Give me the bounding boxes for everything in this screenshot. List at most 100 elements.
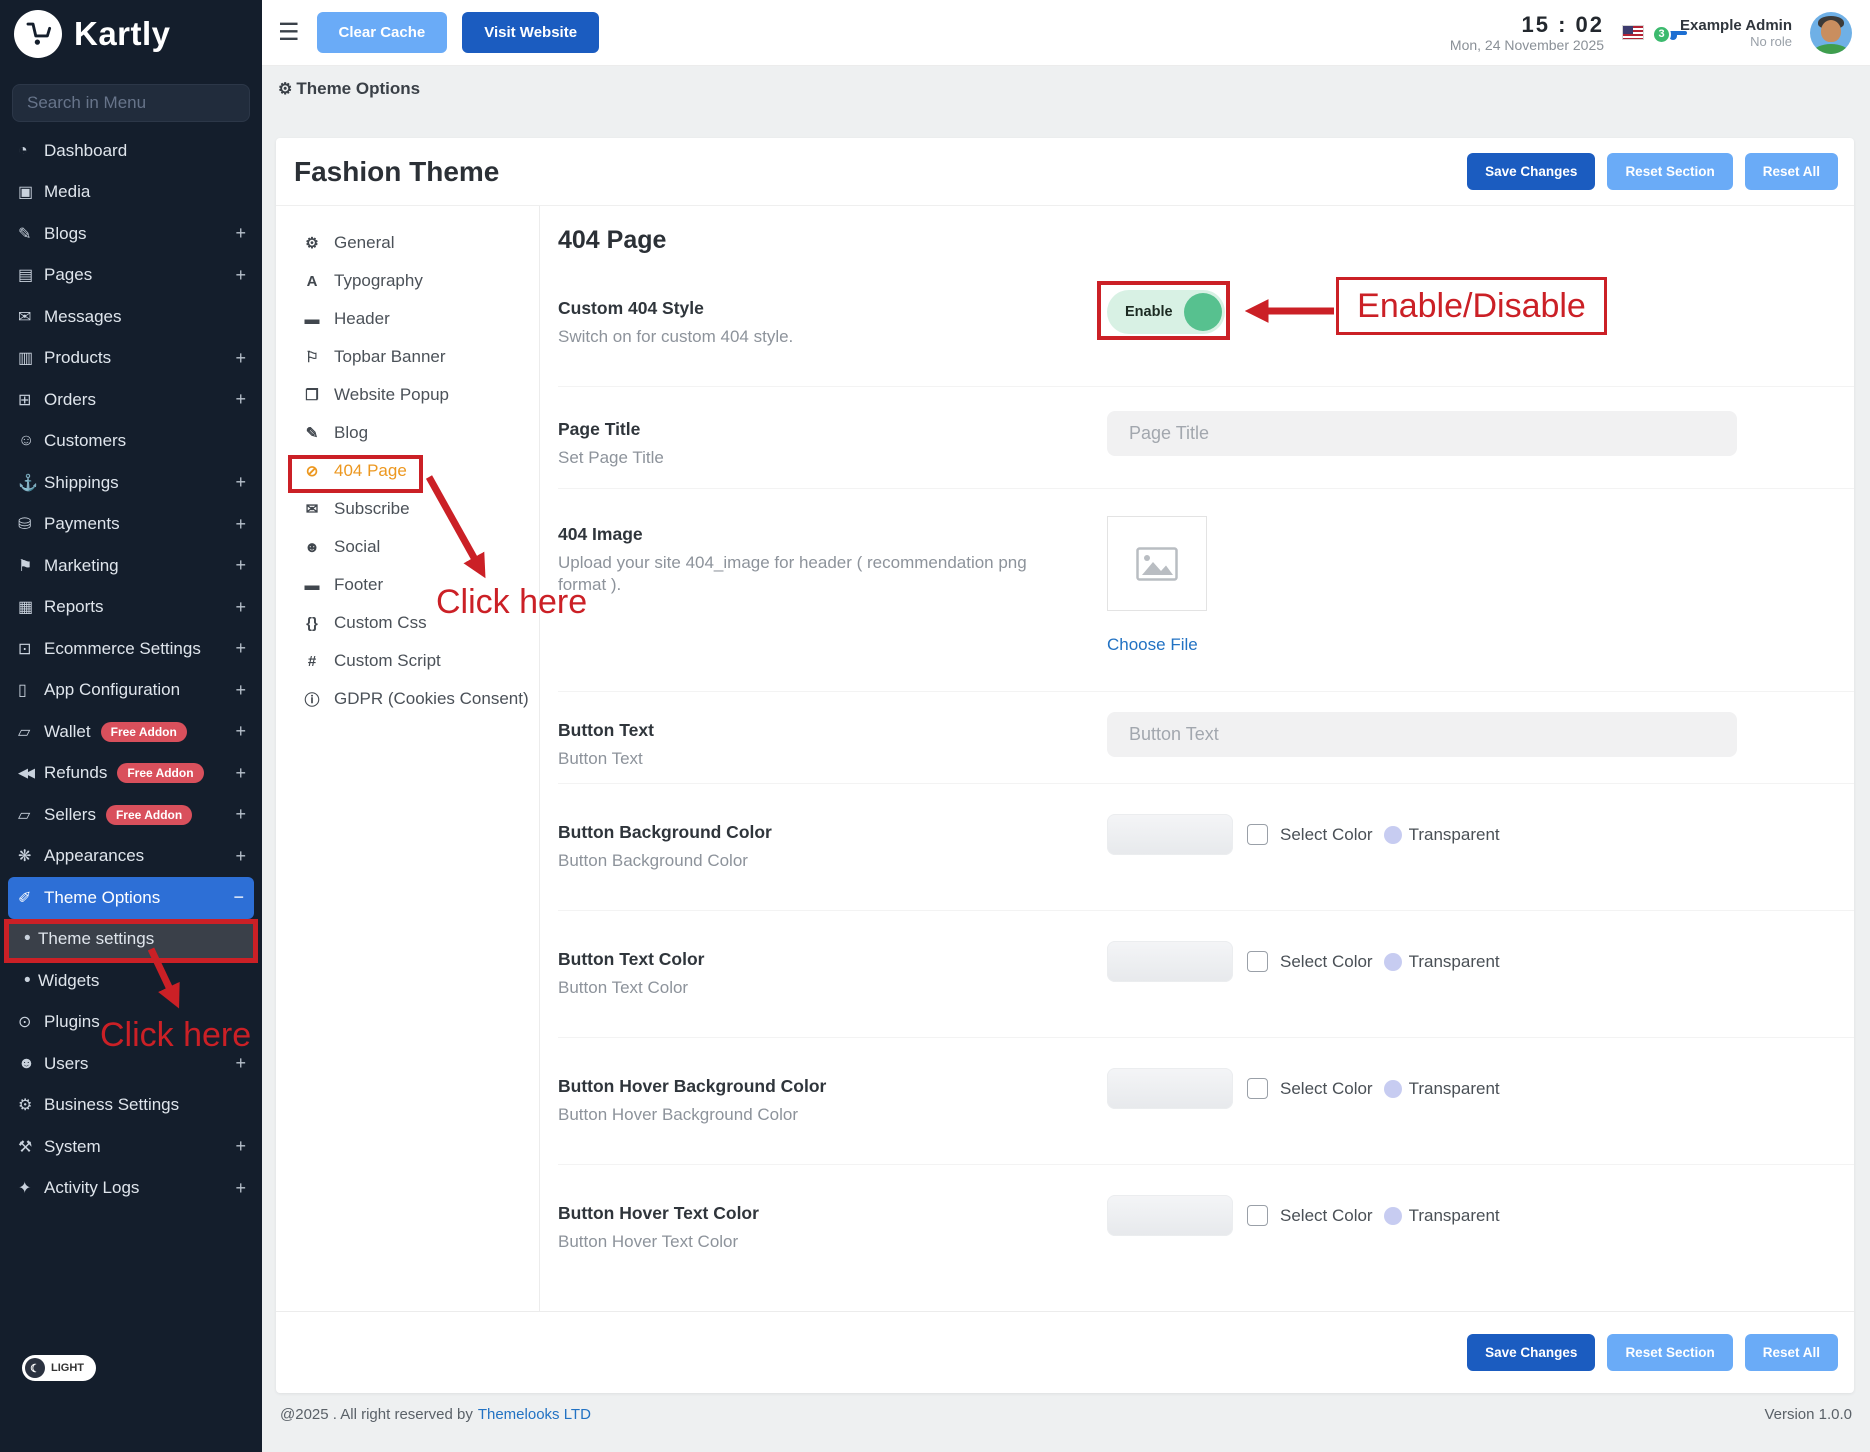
tab-general[interactable]: ⚙ General xyxy=(302,224,539,262)
sidebar-item-theme-settings[interactable]: • Theme settings xyxy=(8,918,254,960)
reset-all-button[interactable]: Reset All xyxy=(1744,153,1838,190)
color-preview[interactable] xyxy=(1107,814,1233,855)
sidebar-item-dashboard[interactable]: ◔ Dashboard xyxy=(18,140,128,160)
expand-plus-icon[interactable]: + xyxy=(235,347,246,368)
tab-website-popup[interactable]: ❐ Website Popup xyxy=(302,376,539,414)
select-color-checkbox[interactable] xyxy=(1247,1078,1268,1099)
sidebar-item-ecommerce-settings[interactable]: ⊡ Ecommerce Settings + xyxy=(18,638,246,659)
tab-gdpr[interactable]: ⓘ GDPR (Cookies Consent) xyxy=(302,680,539,718)
tab-subscribe[interactable]: ✉ Subscribe xyxy=(302,490,539,528)
theme-mode-toggle[interactable]: ☾ LIGHT xyxy=(22,1355,96,1381)
field-label: Button Hover Text Color xyxy=(558,1203,759,1223)
sidebar-item-wallet[interactable]: ▱ Wallet Free Addon + xyxy=(18,721,246,742)
expand-plus-icon[interactable]: + xyxy=(235,679,246,700)
page-title-input[interactable] xyxy=(1107,411,1737,456)
tab-header[interactable]: ▬ Header xyxy=(302,300,539,338)
user-info[interactable]: Example Admin No role xyxy=(1680,17,1792,49)
expand-plus-icon[interactable]: + xyxy=(235,638,246,659)
expand-plus-icon[interactable]: + xyxy=(235,804,246,825)
appearances-icon: ❋ xyxy=(18,848,32,866)
tab-topbar-banner[interactable]: ⚐ Topbar Banner xyxy=(302,338,539,376)
color-preview[interactable] xyxy=(1107,1195,1233,1236)
sidebar-item-marketing[interactable]: ⚑ Marketing + xyxy=(18,555,246,576)
gdpr-icon: ⓘ xyxy=(304,691,320,709)
reset-section-button[interactable]: Reset Section xyxy=(1607,1334,1733,1371)
expand-plus-icon[interactable]: + xyxy=(235,721,246,742)
sidebar-item-business-settings[interactable]: ⚙ Business Settings xyxy=(18,1095,180,1115)
company-link[interactable]: Themelooks LTD xyxy=(477,1406,591,1423)
sidebar-search-input[interactable] xyxy=(12,84,250,122)
transparent-radio[interactable] xyxy=(1383,952,1402,971)
save-changes-button[interactable]: Save Changes xyxy=(1467,1334,1596,1371)
sidebar-item-theme-options[interactable]: ✐ Theme Options − xyxy=(8,877,254,919)
language-flag-icon[interactable] xyxy=(1622,25,1645,40)
sidebar-item-system[interactable]: ⚒ System + xyxy=(18,1136,246,1157)
expand-plus-icon[interactable]: + xyxy=(235,1136,246,1157)
shippings-icon: ⚓ xyxy=(18,474,38,492)
sidebar-item-plugins[interactable]: ⊙ Plugins xyxy=(18,1012,100,1032)
expand-plus-icon[interactable]: + xyxy=(235,1177,246,1198)
field-description: Button Hover Text Color xyxy=(558,1232,739,1251)
sidebar-item-shippings[interactable]: ⚓ Shippings + xyxy=(18,472,246,493)
reset-section-button[interactable]: Reset Section xyxy=(1607,153,1733,190)
tab-blog[interactable]: ✎ Blog xyxy=(302,414,539,452)
sidebar-item-sellers[interactable]: ▱ Sellers Free Addon + xyxy=(18,804,246,825)
sidebar-item-products[interactable]: ▥ Products + xyxy=(18,347,246,368)
sidebar-menu: ◔ Dashboard ▣ Media ✎ Blogs + ▤ Pages + … xyxy=(0,130,262,1209)
select-color-checkbox[interactable] xyxy=(1247,1205,1268,1226)
expand-plus-icon[interactable]: + xyxy=(235,845,246,866)
sidebar-item-widgets[interactable]: • Widgets xyxy=(24,969,100,991)
transparent-radio[interactable] xyxy=(1383,1206,1402,1225)
sidebar-item-refunds[interactable]: ◀◀ Refunds Free Addon + xyxy=(18,762,246,784)
sidebar-item-payments[interactable]: ⛁ Payments + xyxy=(18,513,246,534)
tab-404-page[interactable]: ⊘ 404 Page xyxy=(302,452,539,490)
choose-file-link[interactable]: Choose File xyxy=(1107,635,1198,654)
color-preview[interactable] xyxy=(1107,941,1233,982)
tab-typography[interactable]: A Typography xyxy=(302,262,539,300)
404-image-upload-box[interactable] xyxy=(1107,516,1207,611)
sidebar-item-activity-logs[interactable]: ✦ Activity Logs + xyxy=(18,1177,246,1198)
tab-custom-css[interactable]: {} Custom Css xyxy=(302,604,539,642)
custom-404-style-toggle[interactable]: Enable xyxy=(1107,290,1225,334)
visit-website-button[interactable]: Visit Website xyxy=(462,12,600,53)
sidebar-item-blogs[interactable]: ✎ Blogs + xyxy=(18,223,246,244)
dashboard-icon: ◔ xyxy=(18,141,28,159)
hamburger-menu-icon[interactable]: ☰ xyxy=(278,19,300,46)
clear-cache-button[interactable]: Clear Cache xyxy=(316,12,448,53)
transparent-radio[interactable] xyxy=(1383,1079,1402,1098)
select-color-checkbox[interactable] xyxy=(1247,824,1268,845)
sidebar-item-reports[interactable]: ▦ Reports + xyxy=(18,596,246,617)
tab-social[interactable]: ☻ Social xyxy=(302,528,539,566)
expand-plus-icon[interactable]: + xyxy=(235,513,246,534)
expand-plus-icon[interactable]: + xyxy=(235,264,246,285)
expand-plus-icon[interactable]: + xyxy=(235,555,246,576)
expand-plus-icon[interactable]: + xyxy=(235,389,246,410)
select-color-checkbox[interactable] xyxy=(1247,951,1268,972)
button-text-input[interactable] xyxy=(1107,712,1737,757)
sidebar-item-customers[interactable]: ☺ Customers xyxy=(18,431,127,451)
collapse-minus-icon[interactable]: − xyxy=(233,887,244,908)
expand-plus-icon[interactable]: + xyxy=(235,472,246,493)
transparent-radio[interactable] xyxy=(1383,825,1402,844)
expand-plus-icon[interactable]: + xyxy=(235,596,246,617)
tab-footer[interactable]: ▬ Footer xyxy=(302,566,539,604)
sidebar-item-orders[interactable]: ⊞ Orders + xyxy=(18,389,246,410)
expand-plus-icon[interactable]: + xyxy=(235,1053,246,1074)
reset-all-button[interactable]: Reset All xyxy=(1744,1334,1838,1371)
sidebar-item-app-configuration[interactable]: ▯ App Configuration + xyxy=(18,679,246,700)
expand-plus-icon[interactable]: + xyxy=(235,762,246,783)
sidebar-item-users[interactable]: ☻ Users + xyxy=(18,1053,246,1074)
avatar[interactable] xyxy=(1810,11,1852,54)
sidebar-item-media[interactable]: ▣ Media xyxy=(18,182,91,202)
save-changes-button[interactable]: Save Changes xyxy=(1467,153,1596,190)
color-preview[interactable] xyxy=(1107,1068,1233,1109)
image-placeholder-icon xyxy=(1136,546,1178,581)
users-icon: ☻ xyxy=(18,1054,35,1072)
expand-plus-icon[interactable]: + xyxy=(235,223,246,244)
brand-logo[interactable]: Kartly xyxy=(0,0,262,68)
toggle-knob xyxy=(1184,293,1222,331)
tab-custom-script[interactable]: # Custom Script xyxy=(302,642,539,680)
sidebar-item-pages[interactable]: ▤ Pages + xyxy=(18,264,246,285)
sidebar-item-messages[interactable]: ✉ Messages xyxy=(18,306,122,326)
sidebar-item-appearances[interactable]: ❋ Appearances + xyxy=(18,845,246,866)
